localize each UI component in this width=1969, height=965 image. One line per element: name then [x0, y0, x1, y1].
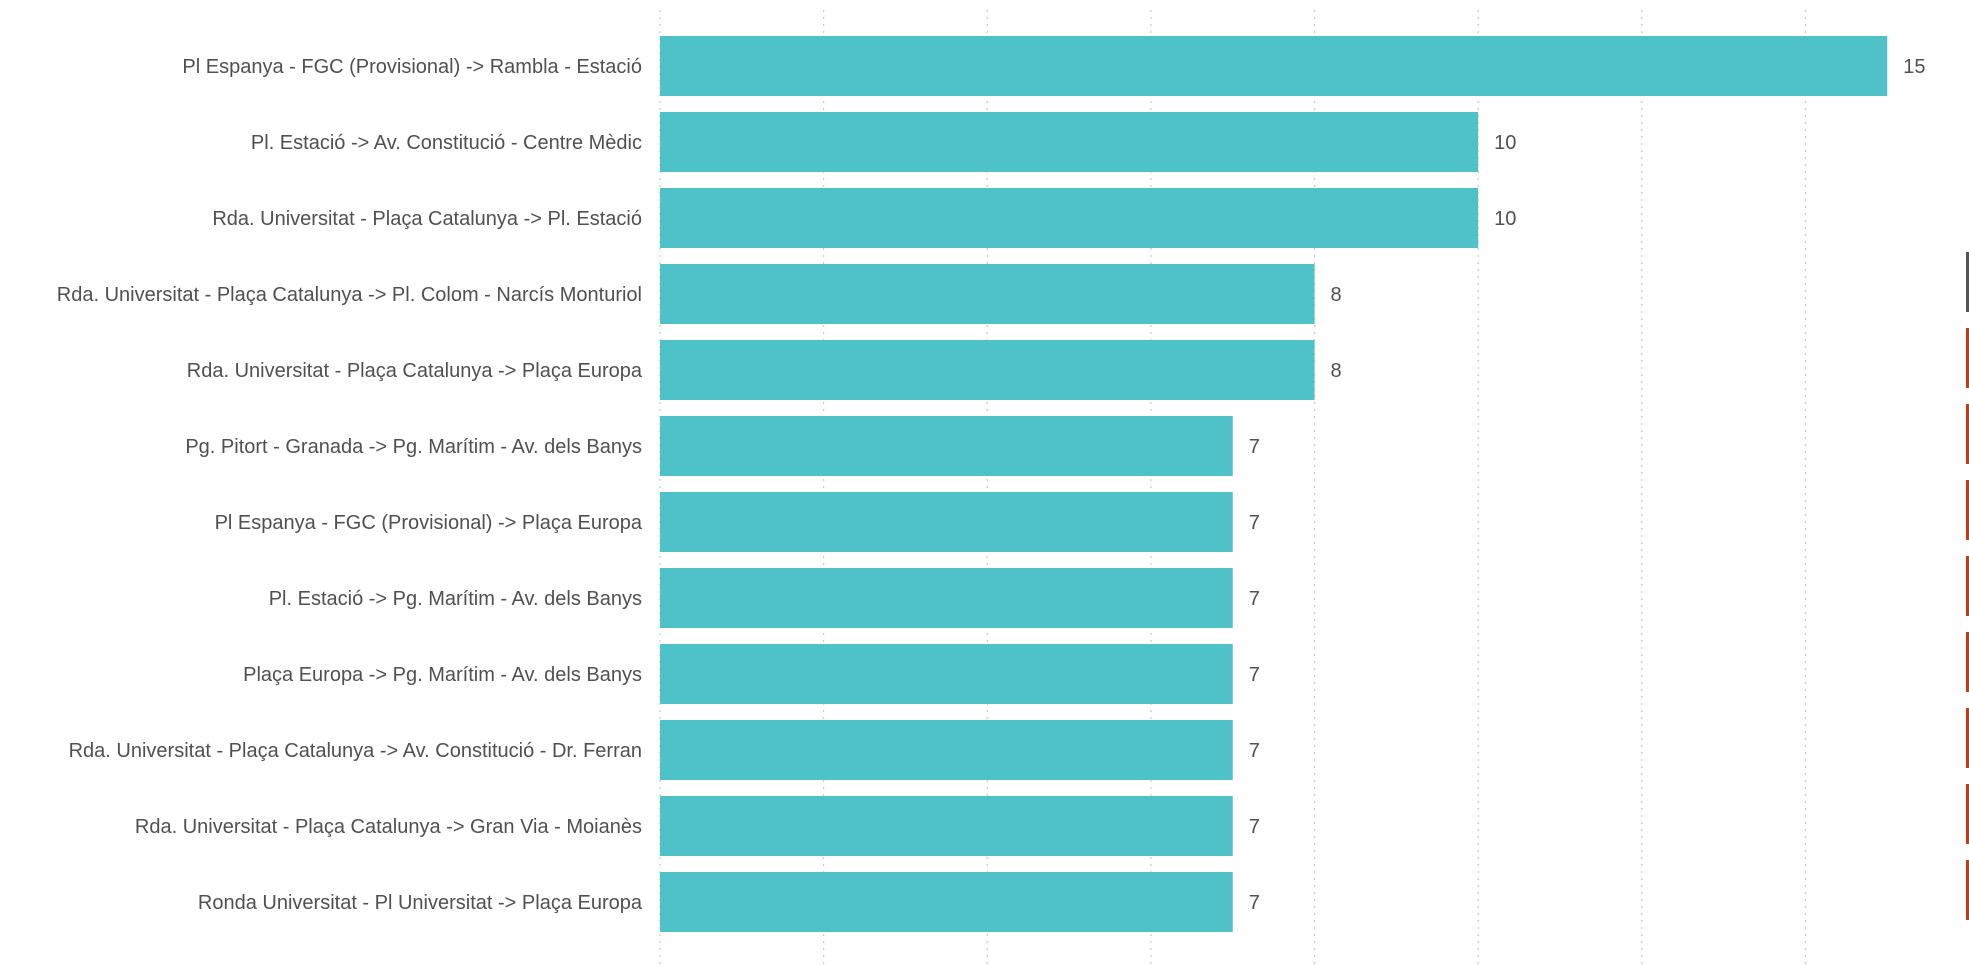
- bar-8[interactable]: [660, 568, 1233, 628]
- value-label: 10: [1494, 132, 1516, 154]
- bar-9[interactable]: [660, 644, 1233, 704]
- category-label: Pl Espanya - FGC (Provisional) -> Rambla…: [182, 56, 642, 78]
- category-labels: Pl Espanya - FGC (Provisional) -> Rambla…: [57, 56, 643, 914]
- bar-2[interactable]: [660, 112, 1479, 172]
- category-label: Pg. Pitort - Granada -> Pg. Marítim - Av…: [185, 436, 642, 458]
- bars: [660, 36, 1888, 932]
- value-label: 8: [1331, 360, 1342, 382]
- category-label: Pl Espanya - FGC (Provisional) -> Plaça …: [215, 512, 643, 534]
- value-label: 7: [1249, 664, 1260, 686]
- gridlines: [659, 10, 1807, 965]
- bar-10[interactable]: [660, 720, 1233, 780]
- category-label: Pl. Estació -> Pg. Marítim - Av. dels Ba…: [269, 588, 642, 610]
- bar-5[interactable]: [660, 340, 1315, 400]
- bar-6[interactable]: [660, 416, 1233, 476]
- value-label: 7: [1249, 816, 1260, 838]
- bar-1[interactable]: [660, 36, 1888, 96]
- bar-3[interactable]: [660, 188, 1479, 248]
- category-label: Rda. Universitat - Plaça Catalunya -> Pl…: [57, 284, 642, 306]
- value-label: 7: [1249, 588, 1260, 610]
- category-label: Rda. Universitat - Plaça Catalunya -> Pl…: [212, 208, 642, 230]
- category-label: Plaça Europa -> Pg. Marítim - Av. dels B…: [243, 664, 642, 686]
- value-label: 7: [1249, 512, 1260, 534]
- value-label: 7: [1249, 740, 1260, 762]
- category-label: Ronda Universitat - Pl Universitat -> Pl…: [198, 892, 643, 914]
- category-label: Rda. Universitat - Plaça Catalunya -> Pl…: [187, 360, 643, 382]
- value-label: 15: [1903, 56, 1925, 78]
- category-label: Rda. Universitat - Plaça Catalunya -> Av…: [69, 740, 642, 762]
- value-label: 10: [1494, 208, 1516, 230]
- bar-4[interactable]: [660, 264, 1315, 324]
- value-label: 8: [1331, 284, 1342, 306]
- category-label: Pl. Estació -> Av. Constitució - Centre …: [251, 132, 642, 154]
- value-label: 7: [1249, 436, 1260, 458]
- bar-7[interactable]: [660, 492, 1233, 552]
- value-label: 7: [1249, 892, 1260, 914]
- bar-11[interactable]: [660, 796, 1233, 856]
- value-labels: 15 10 10 8 8 7 7 7 7 7 7 7: [1249, 56, 1926, 914]
- category-label: Rda. Universitat - Plaça Catalunya -> Gr…: [135, 816, 642, 838]
- bar-12[interactable]: [660, 872, 1233, 932]
